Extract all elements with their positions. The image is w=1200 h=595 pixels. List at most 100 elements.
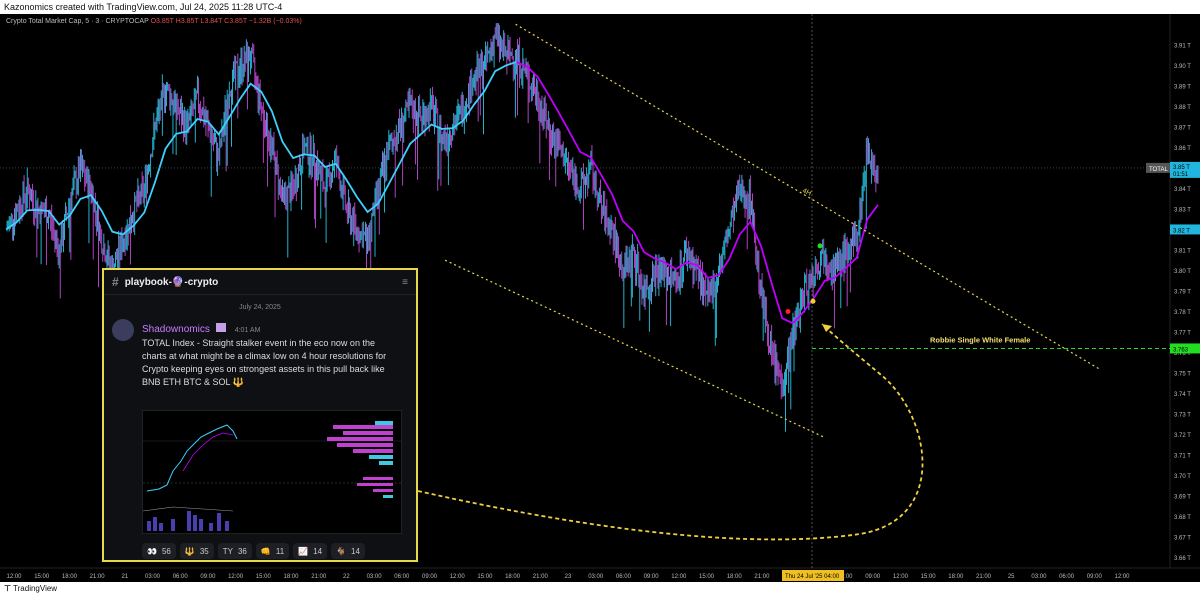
x-tick-label: 21:00	[90, 574, 106, 580]
ema-line-blue	[5, 61, 517, 236]
x-tick-label: 18:00	[283, 574, 299, 580]
x-tick-label: 09:00	[200, 574, 216, 580]
y-tick-label: 3.84 T	[1174, 187, 1191, 193]
x-tick-label: 12:00	[228, 574, 244, 580]
thumbnail-chart-icon	[143, 421, 401, 531]
y-tick-label: 3.87 T	[1174, 125, 1191, 131]
message-date: July 24, 2025	[239, 304, 281, 311]
tradingview-logo-icon: ⊤	[4, 584, 11, 593]
y-tick-label: 3.77 T	[1174, 331, 1191, 337]
discord-message-card: # playbook-🔮-crypto ≡ July 24, 2025 Shad…	[102, 268, 418, 562]
support-tag	[1170, 343, 1200, 354]
y-tick-label: 3.83 T	[1174, 207, 1191, 213]
y-tick-label: 3.86 T	[1174, 146, 1191, 152]
x-tick-label: 21:00	[533, 574, 549, 580]
reaction-bar: 👀 56 🔱 35 TY 36 👊 11 📈 14 🐐 14	[142, 543, 365, 559]
price-bars	[6, 23, 879, 432]
chart-panel[interactable]: 3.91 T 3.90 T 3.89 T 3.88 T 3.87 T 3.86 T 3.85…	[0, 14, 1200, 582]
y-tick-label: 3.81 T	[1174, 248, 1191, 254]
reaction-2[interactable]: TY 36	[217, 543, 252, 559]
brand-name: TradingView	[13, 584, 58, 593]
x-tick-label: 03:00	[1031, 574, 1047, 580]
x-tick-label: 09:00	[644, 574, 660, 580]
avatar	[112, 319, 134, 341]
buy-signal-marker	[817, 243, 823, 249]
sell-signal-marker	[785, 309, 791, 315]
x-tick-label: 23	[565, 574, 572, 580]
x-tick-label: 15:00	[34, 574, 50, 580]
crosshair-time-text: Thu 24 Jul '25 04:00	[785, 574, 840, 580]
x-tick-label: 21:00	[754, 574, 770, 580]
message-row: Shadownomics 4:01 AM TOTAL Index - Strai…	[104, 319, 416, 389]
current-price-text: 3.85 T	[1173, 165, 1190, 171]
y-tick-label: 3.71 T	[1174, 454, 1191, 460]
x-tick-label: 15:00	[256, 574, 272, 580]
x-tick-label: 06:00	[394, 574, 410, 580]
y-tick-label: 3.79 T	[1174, 290, 1191, 296]
y-tick-label: 3.66 T	[1174, 556, 1191, 562]
x-tick-label: 21	[121, 574, 128, 580]
x-tick-label: 18:00	[948, 574, 964, 580]
price-marker-tag	[1170, 224, 1200, 235]
legend-ohlc: O3.85T H3.85T L3.84T C3.85T −1.32B (−0.0…	[150, 18, 302, 25]
reaction-4[interactable]: 📈 14	[293, 543, 328, 559]
y-tick-label: 3.74 T	[1174, 392, 1191, 398]
price-chart[interactable]: 3.91 T 3.90 T 3.89 T 3.88 T 3.87 T 3.86 T 3.85…	[0, 14, 1200, 582]
attached-chart-image	[142, 410, 402, 534]
y-tick-label: 3.73 T	[1174, 413, 1191, 419]
reaction-1[interactable]: 🔱 35	[179, 543, 214, 559]
yellow-signal-marker	[810, 298, 816, 304]
reaction-count: 56	[161, 546, 171, 556]
reaction-icon: 🔱	[184, 546, 195, 556]
y-tick-label: 3.69 T	[1174, 495, 1191, 501]
current-price-tag	[1170, 161, 1200, 178]
support-label: Robbie Single White Female	[930, 335, 1030, 344]
y-tick-label: 3.88 T	[1174, 105, 1191, 111]
card-header: # playbook-🔮-crypto ≡	[104, 270, 416, 295]
x-tick-label: 22	[343, 574, 350, 580]
channel-name: playbook-🔮-crypto	[124, 276, 219, 288]
x-tick-label: 12:00	[450, 574, 466, 580]
top-bar: Kazonomics created with TradingView.com,…	[0, 0, 1200, 14]
price-axis	[1170, 14, 1200, 582]
reaction-icon: 👀	[147, 546, 157, 556]
y-tick-label: 3.75 T	[1174, 372, 1191, 378]
x-tick-label: 04:00	[837, 574, 853, 580]
reaction-icon: TY	[222, 546, 233, 556]
channel-lower-line	[444, 259, 824, 438]
reaction-count: 35	[199, 546, 209, 556]
x-tick-label: 03:00	[588, 574, 604, 580]
price-marker-text: 3.82 T	[1173, 228, 1190, 234]
y-tick-label: 3.91 T	[1174, 43, 1191, 49]
x-tick-label: 18:00	[505, 574, 521, 580]
message-text: TOTAL Index - Straight stalker event in …	[142, 338, 387, 387]
y-tick-label: 3.78 T	[1174, 310, 1191, 316]
y-tick-label: 3.90 T	[1174, 64, 1191, 70]
callout-arrowhead-icon	[822, 324, 832, 332]
x-tick-label: 15:00	[921, 574, 937, 580]
message-time: 4:01 AM	[234, 327, 261, 334]
chart-legend: Crypto Total Market Cap, 5 · 3 · CRYPTOC…	[6, 18, 302, 25]
reaction-icon: 👊	[260, 546, 271, 556]
support-tag-text: 3.763	[1173, 347, 1189, 353]
x-tick-label: 12:00	[671, 574, 687, 580]
x-tick-label: 06:00	[173, 574, 189, 580]
x-tick-label: 12:00	[893, 574, 909, 580]
x-tick-label: 03:00	[367, 574, 383, 580]
countdown-text: 01:51	[1173, 172, 1189, 178]
x-tick-label: 18:00	[727, 574, 743, 580]
y-tick-label: 3.76 T	[1174, 351, 1191, 357]
reaction-0[interactable]: 👀 56	[142, 543, 176, 559]
reaction-icon: 🐐	[336, 546, 347, 556]
reaction-5[interactable]: 🐐 14	[331, 543, 365, 559]
author-name: Shadownomics	[142, 324, 210, 335]
reaction-3[interactable]: 👊 11	[255, 543, 290, 559]
role-badge-icon	[216, 323, 227, 333]
x-tick-label: 12:00	[1114, 574, 1130, 580]
x-tick-label: 21:00	[311, 574, 327, 580]
x-tick-label: 15:00	[699, 574, 715, 580]
y-tick-label: 3.68 T	[1174, 515, 1191, 521]
x-tick-label: 18:00	[62, 574, 78, 580]
x-tick-label: 21:00	[976, 574, 992, 580]
y-tick-label: 3.89 T	[1174, 84, 1191, 90]
